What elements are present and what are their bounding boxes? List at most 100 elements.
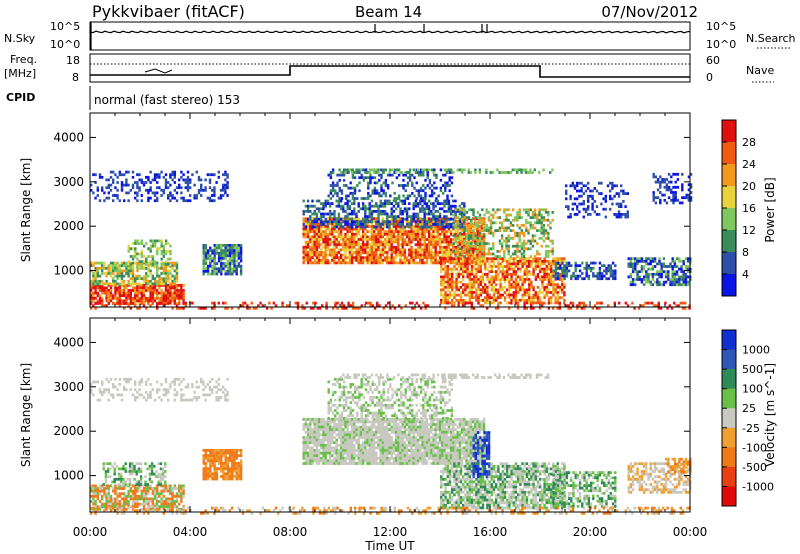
power-cell	[430, 222, 433, 226]
power-cell	[450, 181, 454, 185]
power-cell	[478, 221, 482, 225]
power-cell	[397, 184, 401, 187]
power-cell	[331, 189, 335, 193]
power-cell	[558, 262, 562, 266]
power-cell	[397, 197, 401, 200]
power-cell	[368, 168, 371, 172]
power-cell	[306, 217, 310, 221]
power-cell	[412, 217, 415, 221]
power-cell	[326, 227, 330, 231]
power-cell	[518, 168, 521, 172]
power-cell	[457, 270, 460, 274]
power-cell	[427, 212, 431, 216]
power-cell	[140, 262, 144, 266]
power-cell	[167, 299, 170, 303]
power-cell	[138, 274, 141, 278]
power-cell	[228, 267, 232, 271]
power-cell	[345, 184, 348, 187]
power-cell	[658, 270, 661, 274]
power-cell	[373, 181, 377, 185]
power-cell	[357, 245, 360, 249]
power-cell	[530, 296, 533, 300]
power-cell	[195, 194, 198, 197]
power-cell	[496, 208, 499, 212]
power-cell	[94, 272, 97, 275]
power-cell	[375, 210, 378, 213]
power-cell	[411, 306, 414, 310]
power-cell	[320, 202, 323, 205]
power-cell	[231, 251, 234, 255]
power-cell	[226, 270, 230, 273]
power-cell	[315, 256, 319, 260]
power-cell	[304, 251, 308, 254]
power-cell	[241, 304, 245, 308]
power-cell	[454, 230, 457, 234]
power-cell	[470, 237, 473, 240]
power-cell	[456, 232, 459, 236]
power-cell	[476, 224, 480, 227]
power-cell	[149, 181, 152, 184]
power-cell	[645, 278, 648, 281]
power-cell	[116, 289, 119, 292]
power-cell	[450, 176, 454, 180]
power-cell	[447, 219, 451, 223]
power-cell	[620, 202, 623, 206]
power-cell	[324, 240, 327, 244]
power-cell	[444, 272, 447, 276]
power-cell	[342, 184, 346, 187]
power-cell	[576, 274, 580, 278]
power-cell	[160, 299, 163, 303]
power-cell	[355, 230, 358, 234]
power-cell	[105, 196, 108, 200]
power-cell	[447, 223, 451, 226]
power-cell	[482, 253, 486, 257]
power-cell	[426, 304, 429, 308]
power-cell	[353, 232, 356, 236]
power-cell	[497, 288, 500, 292]
power-cell	[309, 227, 312, 231]
power-cell	[309, 210, 312, 213]
power-cell	[320, 212, 323, 216]
power-cell	[145, 260, 148, 264]
power-cell	[171, 170, 174, 174]
power-cell	[443, 199, 446, 203]
power-cell	[478, 239, 482, 243]
power-cell	[306, 225, 310, 228]
power-cell	[474, 258, 477, 262]
power-cell	[529, 221, 532, 225]
power-cell	[587, 187, 590, 190]
power-cell	[353, 176, 357, 180]
power-cell	[424, 197, 427, 200]
power-cell	[465, 237, 469, 240]
power-cell	[322, 256, 325, 260]
power-cell	[449, 210, 453, 213]
power-cell	[367, 301, 370, 305]
power-cell	[315, 245, 319, 249]
power-cell	[547, 211, 550, 214]
power-cell	[388, 256, 391, 260]
power-cell	[419, 168, 423, 172]
power-cell	[364, 197, 368, 200]
power-cell	[173, 299, 176, 303]
power-cell	[337, 220, 341, 224]
power-cell	[317, 235, 321, 239]
power-cell	[506, 278, 509, 281]
power-cell	[331, 235, 334, 239]
power-cell	[259, 301, 262, 305]
power-cell	[598, 213, 601, 216]
power-cell	[182, 199, 185, 203]
power-cell	[488, 257, 491, 261]
power-cell	[434, 248, 437, 252]
power-cell	[446, 267, 449, 271]
power-cell	[595, 213, 599, 216]
power-cell	[488, 283, 491, 287]
power-cell	[178, 294, 181, 298]
power-cell	[134, 289, 137, 292]
power-cell	[105, 286, 108, 290]
power-cell	[540, 218, 543, 222]
power-cell	[381, 227, 385, 231]
power-cell	[443, 235, 446, 239]
power-cell	[682, 272, 685, 276]
power-cell	[149, 279, 152, 283]
power-cell	[331, 222, 334, 226]
